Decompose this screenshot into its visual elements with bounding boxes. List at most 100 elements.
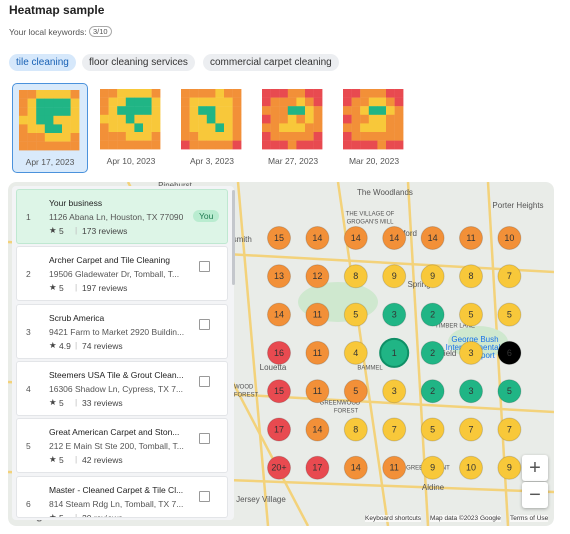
thumb-cell [360,89,369,98]
business-item[interactable]: 6 Master - Cleaned Carpet & Tile Cl... 814… [16,475,228,518]
thumb-cell [305,132,314,141]
rank-label: 2 [430,309,435,319]
thumb-cell [296,132,306,141]
map-label: George Bush [451,335,498,344]
thumb-cell [198,89,207,98]
rank-label: 3 [468,348,473,358]
open-icon[interactable] [199,433,210,445]
thumb-cell [305,123,314,133]
rank-marker [267,379,291,404]
business-item[interactable]: 5 Great American Carpet and Ston... 212 E … [16,418,228,474]
snapshot[interactable]: Apr 3, 2023 [175,83,249,171]
open-icon[interactable] [199,261,210,273]
map-label: LAKEWOOD [219,385,254,391]
snapshot[interactable]: Mar 27, 2023 [256,83,330,171]
thumb-cell [296,140,306,150]
snapshot[interactable]: Mar 20, 2023 [337,83,411,171]
rank-marker [420,302,445,327]
thumb-cell [125,106,135,115]
rank-marker [305,226,330,250]
thumb-cell [215,106,225,115]
business-item[interactable]: 4 Steemers USA Tile & Grout Clean... 16306… [16,360,228,416]
thumb-cell [232,123,242,133]
map-footer[interactable]: Keyboard shortcuts [365,515,422,522]
map-label: Hufsmith [220,235,252,244]
thumb-cell [313,123,323,133]
thumb-cell [270,123,280,133]
thumb-cell [189,106,199,115]
thumb-cell [262,123,271,133]
snapshot-date: Mar 20, 2023 [348,156,400,166]
business-name: Steemers USA Tile & Grout Clean... [49,369,184,380]
thumb-cell [313,89,323,98]
keyword-chip[interactable]: commercial carpet cleaning [203,54,339,71]
business-item[interactable]: 1 Your business 1126 Abana Ln, Houston, TX… [16,189,228,244]
thumb-cell [27,133,37,142]
map-label: THE VILLAGE OF [346,212,395,218]
rank-marker [343,264,368,289]
rank-marker [420,455,445,480]
snapshot-thumb [262,89,323,150]
business-rating: 5 [59,226,64,236]
rank-label: 5 [353,309,358,319]
keywords-count: 3/10 [89,26,112,37]
thumb-cell [262,114,271,124]
thumb-cell [368,123,378,133]
map-footer[interactable]: Terms of Use [510,515,549,522]
open-icon[interactable] [199,318,210,330]
rank-label: 6 [507,348,512,358]
thumb-cell [198,123,207,133]
snapshot-date: Apr 3, 2023 [190,156,234,166]
thumb-cell [262,132,271,141]
zoom-button[interactable]: + [522,455,548,481]
map-label: Louetta [260,363,287,372]
thumb-cell [305,106,314,115]
star-icon: ★ [49,454,57,465]
snapshot[interactable]: Apr 17, 2023 [12,83,88,173]
thumb-cell [386,114,395,124]
map-label: BAMMEL [357,366,383,372]
thumb-cell [215,97,225,107]
rank-label: 7 [507,424,512,434]
thumb-cell [351,97,361,107]
thumb-cell [206,140,216,150]
thumb-cell [296,106,306,115]
rank-marker [497,340,522,365]
thumb-cell [386,106,395,115]
rank-marker [459,455,483,480]
keyword-chip[interactable]: tile cleaning [9,54,76,71]
thumb-cell [108,140,118,150]
thumb-cell [215,123,225,133]
keyword-chip[interactable]: floor cleaning services [82,54,195,71]
rank-label: 11 [313,348,322,358]
thumb-cell [134,140,144,150]
zoom-button[interactable]: − [522,482,548,508]
rank-marker [497,455,522,480]
thumb-cell [360,106,369,115]
open-icon[interactable] [199,375,210,387]
open-icon[interactable] [199,490,210,502]
rank-label: 14 [389,233,399,243]
separator: | [75,511,78,518]
thumb-cell [368,106,378,115]
thumb-cell [368,97,378,107]
business-item[interactable]: 3 Scrub America 9421 Farm to Market 2920 B… [16,303,228,359]
thumb-cell [100,114,109,124]
rank-label: 5 [507,309,512,319]
snapshot[interactable]: Apr 10, 2023 [94,83,168,171]
rank-label: 8 [353,271,358,281]
business-reviews: 42 reviews [82,455,123,466]
map-label: Spring [407,280,430,289]
thumb-cell [36,107,45,116]
thumb-cell [232,89,242,98]
business-rank: 2 [26,269,31,280]
rank-marker [382,417,407,442]
thumb-cell [206,123,216,133]
star-icon: ★ [49,511,57,518]
thumb-cell [198,106,207,115]
map-footer[interactable]: Map data ©2023 Google [430,515,501,522]
rank-label: 13 [274,271,284,281]
business-item[interactable]: 2 Archer Carpet and Tile Cleaning 19506 Gl… [16,246,228,302]
thumb-cell [343,140,352,150]
thumb-cell [36,141,45,151]
